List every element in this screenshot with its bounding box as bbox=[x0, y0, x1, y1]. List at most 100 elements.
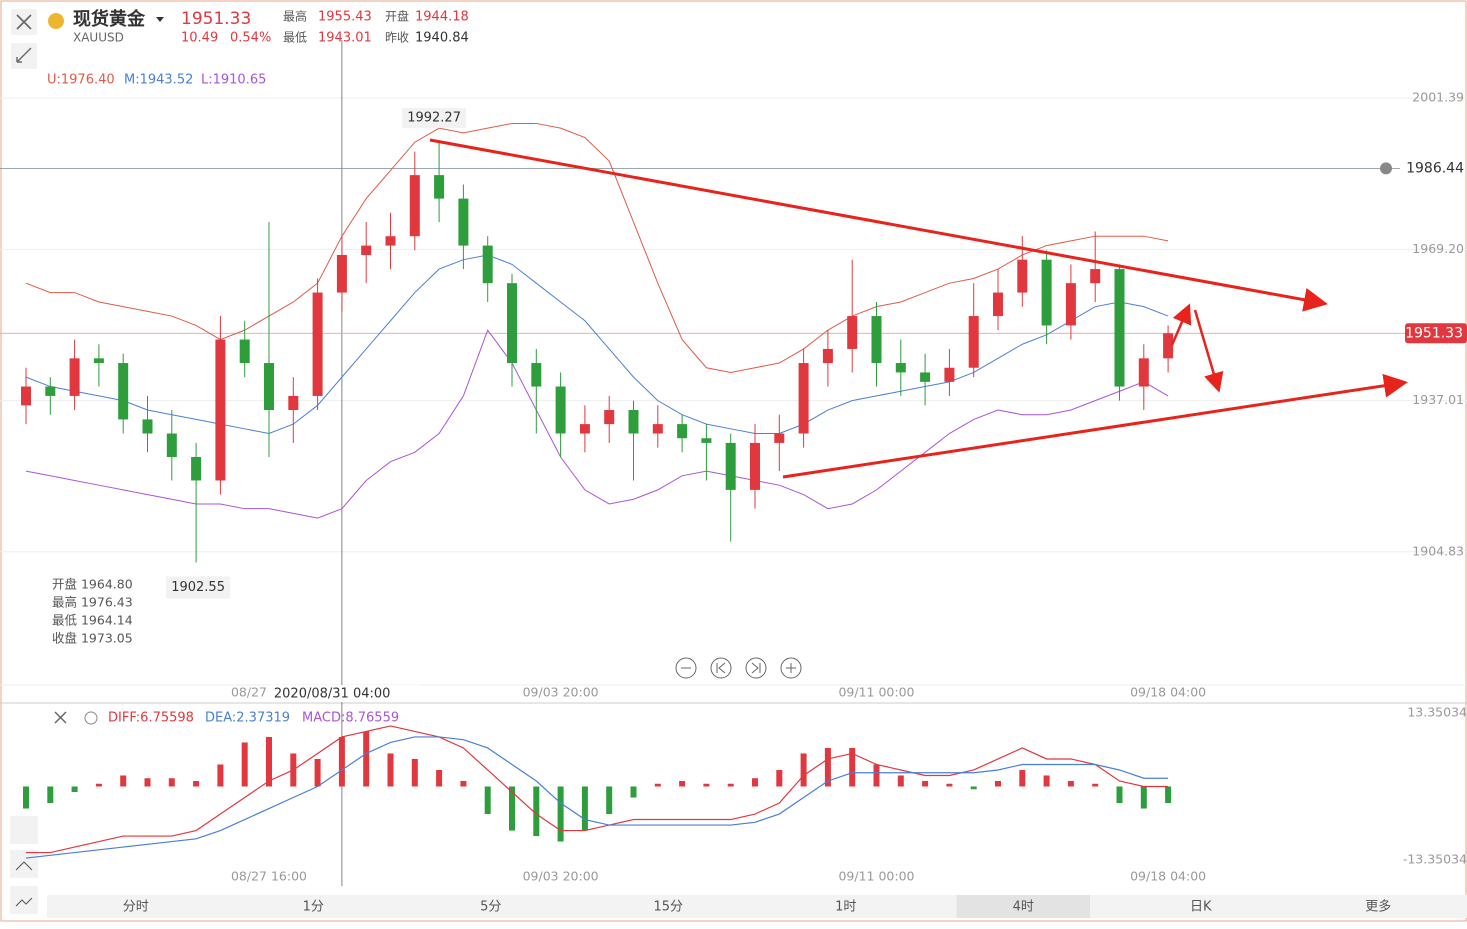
tab[interactable]: 分时 bbox=[123, 900, 149, 915]
band-line bbox=[25, 122, 1169, 373]
tab[interactable]: 1分 bbox=[303, 900, 324, 915]
candle-body bbox=[944, 367, 955, 382]
macd-bar bbox=[557, 786, 564, 842]
candle-body bbox=[895, 363, 906, 373]
candle-body bbox=[993, 292, 1003, 317]
legend-item: U:1976.40 bbox=[47, 73, 115, 88]
high-marker: 1992.27 bbox=[407, 110, 461, 125]
candle-body bbox=[871, 316, 882, 364]
tab[interactable]: 4时 bbox=[1013, 900, 1034, 915]
macd-bar bbox=[71, 786, 78, 793]
tab[interactable]: 更多 bbox=[1365, 899, 1391, 915]
macd-bar bbox=[679, 780, 686, 787]
tab-active bbox=[956, 895, 1090, 918]
dropdown[interactable] bbox=[156, 17, 164, 22]
macd-bar bbox=[1116, 786, 1123, 804]
candle-body bbox=[507, 283, 517, 364]
label: 昨收 bbox=[385, 31, 409, 45]
macd-bar bbox=[922, 780, 929, 787]
macd-bar bbox=[873, 764, 880, 787]
crosshair-label-bg bbox=[269, 685, 420, 702]
last-price-label: 1951.33 bbox=[1405, 325, 1463, 341]
tab[interactable]: 15分 bbox=[653, 900, 683, 915]
macd-bar bbox=[387, 753, 394, 787]
candle-body bbox=[434, 175, 445, 199]
zoom-out[interactable] bbox=[675, 657, 697, 679]
macd-bar bbox=[241, 742, 248, 787]
candle-body bbox=[920, 372, 931, 382]
crosshair-label: 2020/08/31 04:00 bbox=[274, 687, 391, 702]
macd-bar bbox=[849, 747, 856, 787]
low-marker: 1902.55 bbox=[171, 580, 225, 595]
settings[interactable] bbox=[84, 711, 98, 725]
candle-body bbox=[1138, 358, 1149, 387]
y-tick-label: 1904.83 bbox=[1412, 543, 1464, 558]
zoom-in[interactable] bbox=[780, 657, 802, 679]
candle-body bbox=[579, 424, 590, 434]
info-line: 收盘 1973.05 bbox=[52, 631, 133, 646]
x-tick-label: 09/18 04:00 bbox=[1130, 869, 1206, 884]
nav-buttons bbox=[675, 657, 802, 679]
candle-body bbox=[1163, 333, 1174, 359]
low-marker-bg bbox=[166, 576, 231, 599]
legend-item: MACD:8.76559 bbox=[302, 711, 399, 726]
value: 1955.43 bbox=[318, 10, 372, 25]
tab[interactable]: 日K bbox=[1190, 900, 1212, 915]
y-tick-label: 1937.01 bbox=[1412, 392, 1464, 407]
gold-icon bbox=[48, 13, 64, 29]
legend-item: DEA:2.37319 bbox=[205, 711, 290, 726]
alert-icon bbox=[1380, 162, 1392, 175]
macd-bar bbox=[970, 786, 977, 790]
macd-bar bbox=[654, 783, 661, 787]
candle-body bbox=[677, 424, 688, 439]
candle-body bbox=[652, 424, 663, 434]
macd-bar bbox=[120, 775, 127, 787]
candle-body bbox=[118, 363, 129, 420]
tab[interactable]: 1时 bbox=[835, 900, 856, 915]
candle-body bbox=[264, 363, 274, 411]
last-price-tag bbox=[1405, 323, 1467, 344]
macd-close[interactable] bbox=[54, 711, 67, 724]
candle-body bbox=[21, 386, 31, 406]
value: 1940.84 bbox=[415, 31, 469, 46]
candle-body bbox=[288, 395, 299, 411]
tab-bar bbox=[47, 895, 1467, 918]
macd-bar bbox=[581, 786, 588, 831]
macd-bar bbox=[436, 769, 443, 787]
candle-body bbox=[458, 198, 469, 246]
macd-bar bbox=[995, 780, 1001, 787]
macd-bar bbox=[144, 778, 151, 787]
macd-bar bbox=[533, 786, 540, 837]
last[interactable] bbox=[745, 657, 767, 679]
first[interactable] bbox=[710, 657, 732, 679]
y-tick-label: 1969.20 bbox=[1412, 241, 1464, 256]
candle-body bbox=[336, 254, 347, 293]
info-line: 最高 1976.43 bbox=[52, 595, 133, 610]
candle-body bbox=[1114, 269, 1125, 387]
macd-bar bbox=[363, 731, 370, 787]
candle-body bbox=[555, 386, 566, 434]
x-tick-label: 09/11 00:00 bbox=[838, 685, 914, 700]
macd-bar bbox=[168, 778, 175, 787]
macd-bar bbox=[509, 786, 515, 831]
collapse-button[interactable] bbox=[11, 43, 37, 69]
x-tick-label: 09/18 04:00 bbox=[1130, 685, 1206, 700]
macd-bar bbox=[776, 769, 783, 787]
close-button[interactable] bbox=[11, 9, 37, 35]
macd-bar bbox=[1165, 786, 1172, 804]
value: 1944.18 bbox=[415, 10, 469, 25]
value: 1943.01 bbox=[318, 31, 372, 46]
label: 最低 bbox=[283, 31, 307, 45]
macd-bar bbox=[1019, 769, 1026, 787]
macd-bar bbox=[1140, 786, 1147, 809]
macd-bar bbox=[47, 786, 54, 804]
candle-body bbox=[409, 175, 420, 237]
legend-item: M:1943.52 bbox=[124, 73, 193, 88]
info-line: 开盘 1964.80 bbox=[52, 577, 133, 592]
dea-line bbox=[25, 736, 1169, 859]
tab[interactable]: 5分 bbox=[480, 900, 501, 915]
label: 开盘 bbox=[385, 9, 409, 24]
candle-body bbox=[191, 457, 202, 481]
